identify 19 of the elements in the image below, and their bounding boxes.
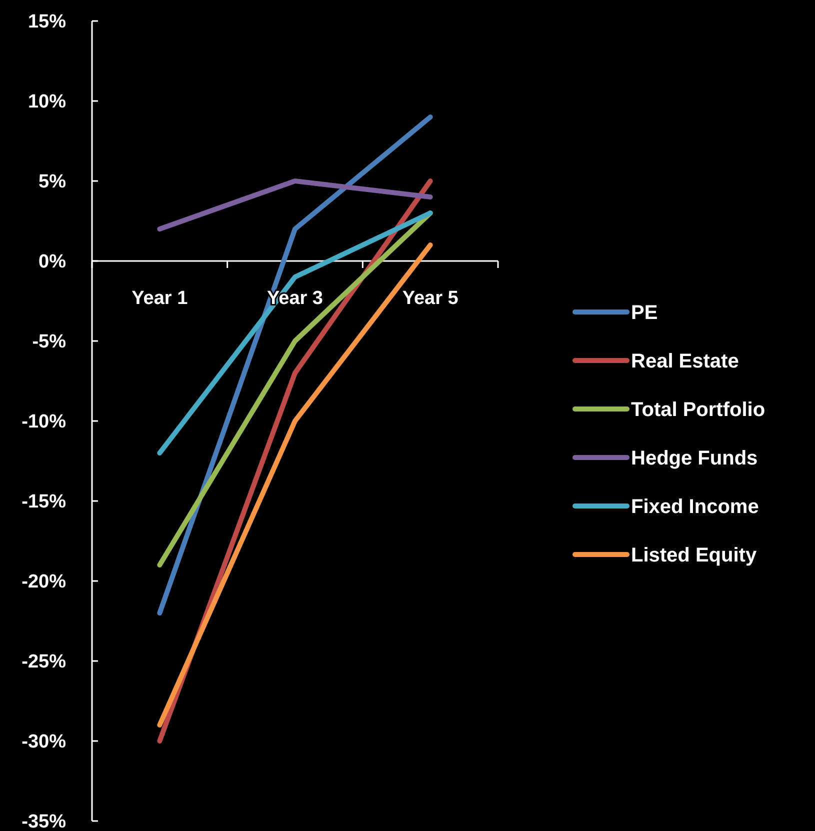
y-tick-label: -15% <box>22 492 66 513</box>
y-tick-label: -30% <box>22 732 66 753</box>
legend-label: Real Estate <box>631 350 739 372</box>
y-tick-label: -5% <box>32 332 66 353</box>
y-tick-label: 10% <box>28 92 66 113</box>
legend-label: Total Portfolio <box>631 399 766 421</box>
y-tick-label: -10% <box>22 412 66 433</box>
y-tick-label: -35% <box>22 812 66 831</box>
y-tick-label: 15% <box>28 12 66 33</box>
y-tick-label: -20% <box>22 572 66 593</box>
y-tick-label: -25% <box>22 652 66 673</box>
legend-label: Fixed Income <box>631 496 759 518</box>
legend-label: Hedge Funds <box>631 448 758 470</box>
legend-label: PE <box>631 302 658 324</box>
legend-label: Listed Equity <box>631 544 758 566</box>
y-tick-label: 5% <box>38 172 66 193</box>
x-tick-label: Year 5 <box>402 288 459 309</box>
x-tick-label: Year 1 <box>132 288 188 309</box>
y-tick-label: 0% <box>38 252 66 273</box>
